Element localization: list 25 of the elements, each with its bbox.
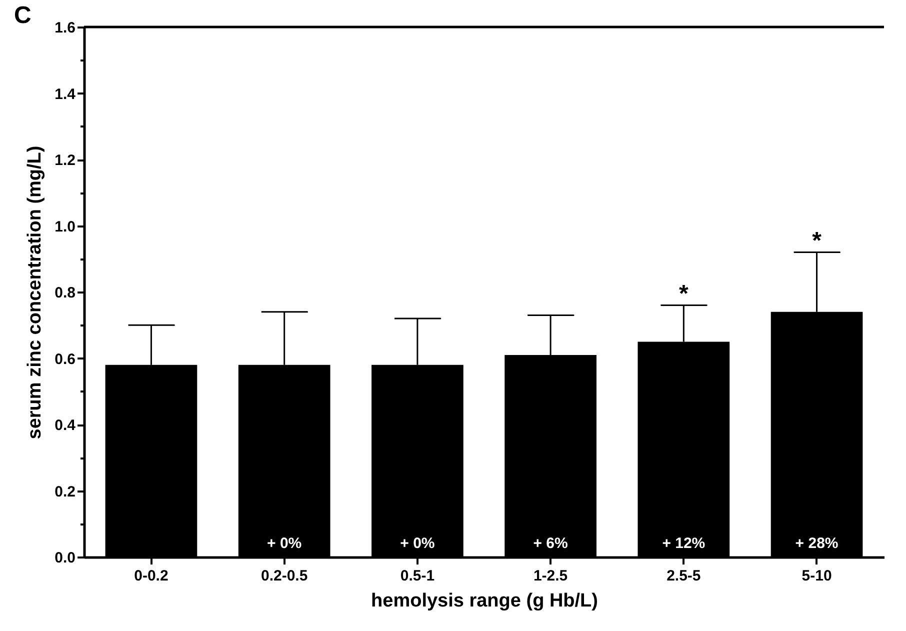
x-tick-label: 5-10 (802, 568, 832, 584)
annotation: + 0% (267, 535, 302, 552)
annotation: * (812, 227, 822, 254)
x-tick-label: 0.2-0.5 (260, 568, 308, 584)
y-tick-label: 0.0 (54, 550, 76, 566)
annotation: + 28% (795, 535, 838, 552)
y-tick-label: 0.2 (54, 483, 76, 500)
y-tick-label: 0.8 (54, 284, 76, 302)
annotation: + 12% (662, 535, 706, 552)
y-tick-label: 1.0 (54, 218, 76, 236)
x-tick-label: 0.5-1 (400, 568, 435, 584)
x-axis-title: hemolysis range (g Hb/L) (371, 590, 598, 612)
text: C (14, 2, 32, 30)
y-tick-label: 1.6 (54, 20, 76, 36)
y-tick-label: 1.2 (54, 152, 76, 169)
x-tick-label: 0-0.2 (134, 568, 168, 584)
y-axis-title: serum zinc concentration (mg/L) (24, 146, 46, 440)
x-tick-label: 2.5-5 (666, 568, 701, 584)
y-tick-label: 0.4 (54, 417, 76, 434)
annotation: + 0% (400, 535, 435, 552)
y-tick-label: 0.6 (54, 350, 76, 368)
y-tick-label: 1.4 (54, 86, 76, 103)
annotation: * (678, 280, 689, 308)
annotation: + 6% (533, 535, 568, 552)
x-tick-label: 1-2.5 (533, 568, 568, 584)
